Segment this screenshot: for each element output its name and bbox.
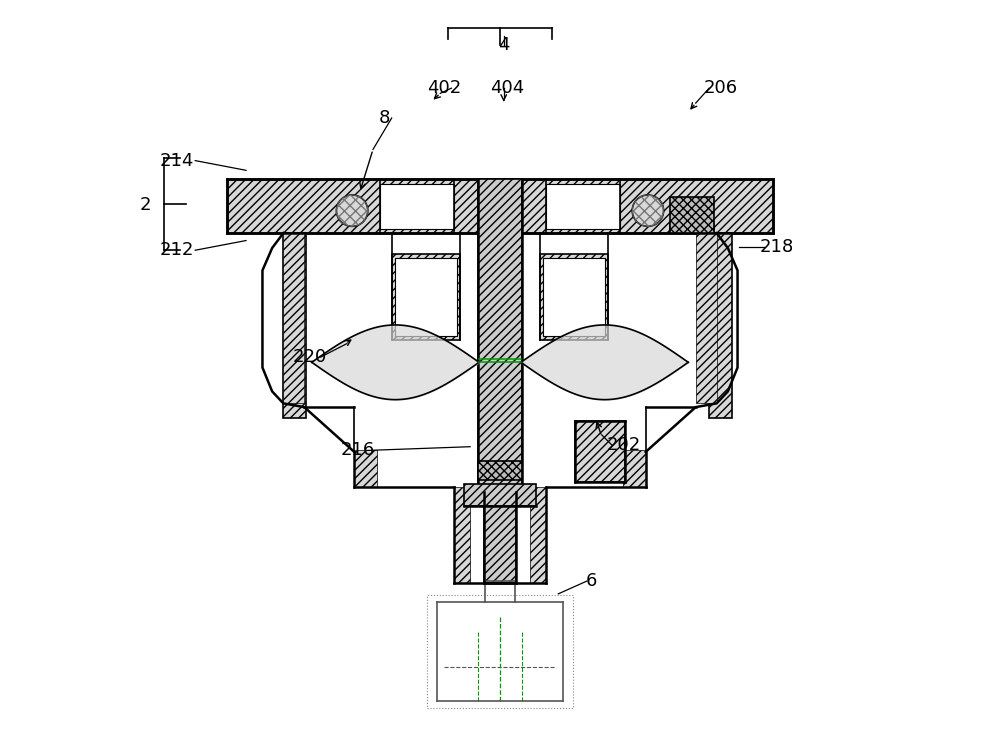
Bar (283, 233, 306, 418)
Bar (427, 595, 573, 708)
Text: 218: 218 (759, 238, 794, 255)
Bar (543, 258, 605, 336)
Bar (454, 487, 470, 583)
Bar (546, 184, 620, 229)
Text: 404: 404 (490, 79, 525, 97)
Bar (478, 461, 522, 480)
Text: 216: 216 (341, 441, 375, 459)
Bar (670, 224, 714, 233)
Text: 402: 402 (427, 79, 461, 97)
Bar (392, 254, 460, 340)
Bar (484, 493, 516, 583)
Bar (540, 254, 608, 340)
Bar (709, 233, 732, 418)
Text: 202: 202 (606, 436, 640, 454)
Bar (354, 450, 377, 487)
Bar (696, 233, 717, 403)
Bar (530, 487, 546, 583)
Text: 212: 212 (160, 241, 194, 259)
Text: 8: 8 (379, 109, 390, 127)
Bar (478, 179, 522, 500)
Text: 220: 220 (292, 348, 327, 366)
Text: 2: 2 (139, 196, 151, 214)
Bar (464, 484, 536, 506)
Bar (670, 197, 714, 233)
Text: 4: 4 (498, 36, 509, 54)
Bar (227, 179, 773, 233)
Bar (575, 421, 625, 482)
Circle shape (336, 195, 368, 226)
Circle shape (632, 195, 664, 226)
Bar (380, 184, 454, 229)
Bar (283, 233, 304, 403)
Text: 214: 214 (160, 152, 194, 170)
Text: 206: 206 (703, 79, 737, 97)
Bar (395, 258, 457, 336)
Text: 6: 6 (585, 572, 597, 590)
Bar (623, 450, 646, 487)
